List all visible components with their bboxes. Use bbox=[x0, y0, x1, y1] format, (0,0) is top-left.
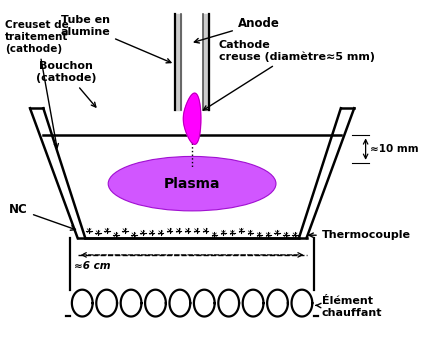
Polygon shape bbox=[183, 93, 201, 144]
Text: NC: NC bbox=[9, 203, 76, 230]
Text: Creuset de
traitement
(cathode): Creuset de traitement (cathode) bbox=[5, 21, 69, 148]
Text: Élément
chauffant: Élément chauffant bbox=[316, 296, 382, 318]
Text: Bouchon
(cathode): Bouchon (cathode) bbox=[36, 62, 97, 107]
Ellipse shape bbox=[108, 156, 276, 211]
Text: Anode: Anode bbox=[194, 17, 280, 43]
Text: Plasma: Plasma bbox=[164, 177, 220, 191]
Text: Thermocouple: Thermocouple bbox=[309, 230, 411, 240]
Text: Tube en
alumine: Tube en alumine bbox=[60, 15, 171, 63]
Text: ≈6 cm: ≈6 cm bbox=[74, 261, 110, 271]
Text: Cathode
creuse (diamètre≈5 mm): Cathode creuse (diamètre≈5 mm) bbox=[203, 40, 375, 110]
Text: ≈10 mm: ≈10 mm bbox=[370, 144, 419, 154]
